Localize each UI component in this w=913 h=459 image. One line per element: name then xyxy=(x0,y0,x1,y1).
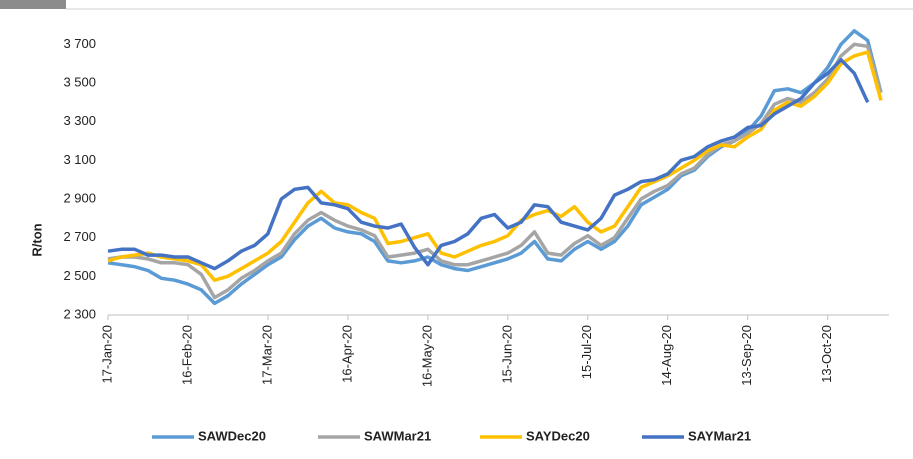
y-tick-label: 3 300 xyxy=(63,113,96,128)
tab xyxy=(0,0,66,9)
legend-label: SAWDec20 xyxy=(198,428,266,443)
legend-label: SAWMar21 xyxy=(364,428,431,443)
series-line xyxy=(107,42,883,300)
y-tick-label: 2 300 xyxy=(63,306,96,321)
y-tick-label: 3 700 xyxy=(63,36,96,51)
y-axis-label: R/ton xyxy=(29,223,44,256)
series-line xyxy=(107,50,883,282)
series-line xyxy=(107,58,870,271)
x-tick-label: 13-Sep-20 xyxy=(739,325,754,386)
legend-label: SAYMar21 xyxy=(688,428,751,443)
x-tick-label: 16-May-20 xyxy=(419,325,434,387)
y-tick-label: 2 500 xyxy=(63,268,96,283)
x-tick-label: 17-Jan-20 xyxy=(99,325,114,384)
x-tick-label: 13-Oct-20 xyxy=(819,325,834,383)
legend-label: SAYDec20 xyxy=(526,428,590,443)
y-tick-label: 3 500 xyxy=(63,74,96,89)
x-tick-label: 16-Feb-20 xyxy=(179,325,194,385)
x-tick-label: 15-Jun-20 xyxy=(499,325,514,384)
x-tick-label: 15-Jul-20 xyxy=(579,325,594,379)
x-tick-label: 14-Aug-20 xyxy=(659,325,674,386)
y-tick-label: 3 100 xyxy=(63,152,96,167)
x-tick-label: 17-Mar-20 xyxy=(259,325,274,385)
x-tick-label: 16-Apr-20 xyxy=(339,325,354,383)
y-tick-label: 2 900 xyxy=(63,190,96,205)
y-tick-label: 2 700 xyxy=(63,229,96,244)
